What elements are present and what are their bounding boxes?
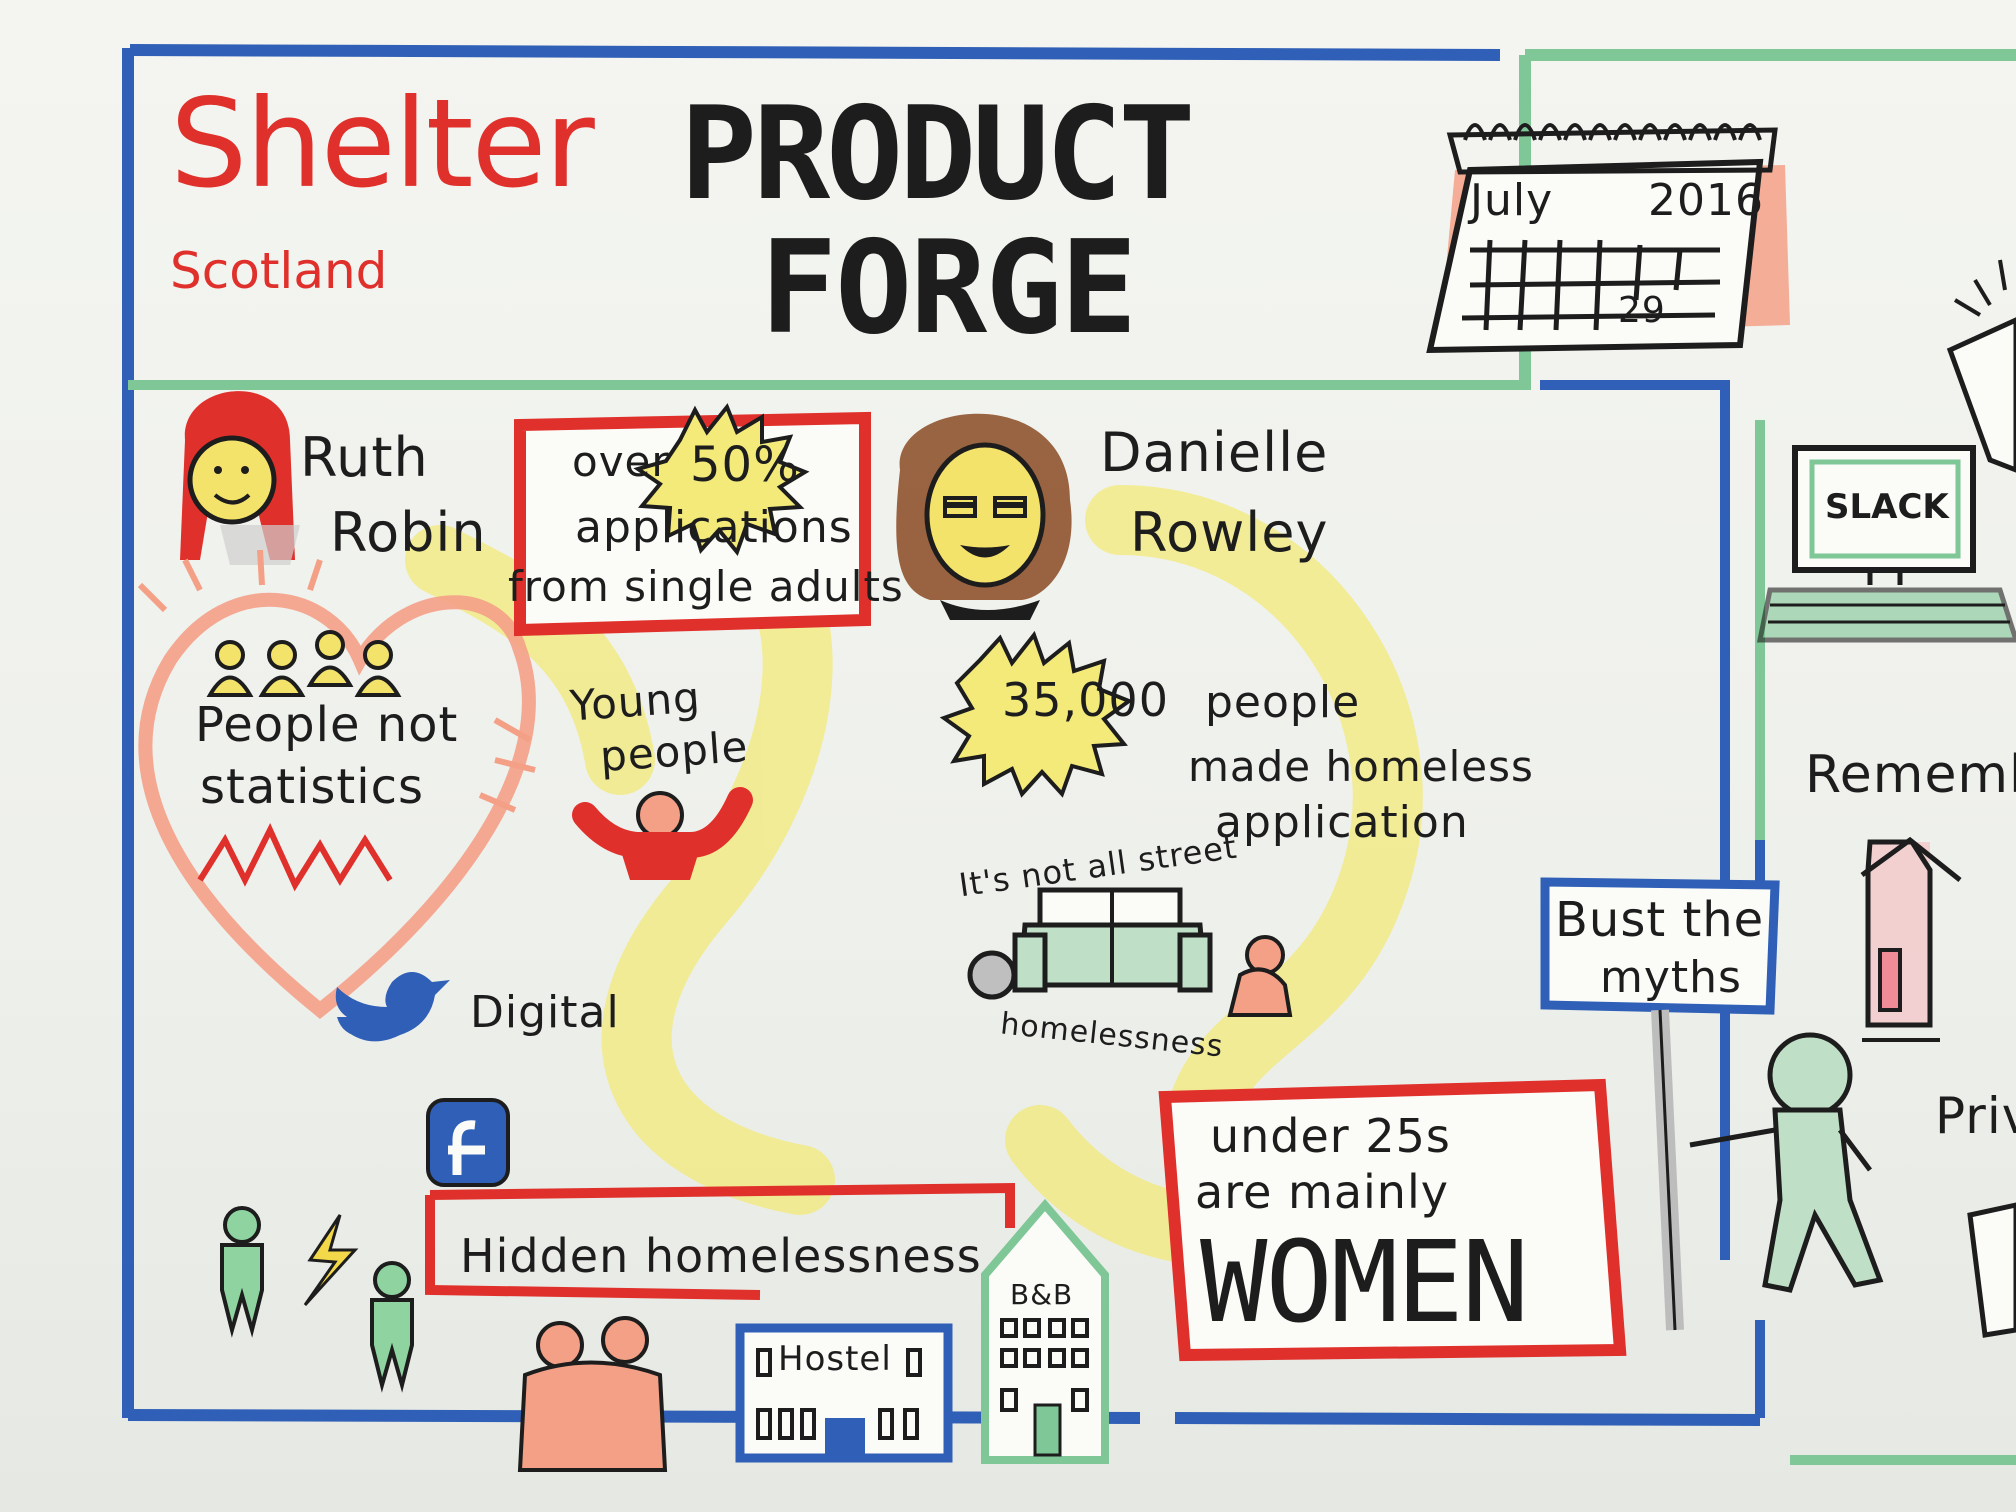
under-25s: under 25s [1210,1109,1451,1163]
brand-subtitle: Scotland [170,242,388,300]
brand-logo: Shelter [170,73,595,215]
speaker-ruth-first: Ruth [300,426,429,489]
bin-icon [967,950,1017,1000]
speaker-ruth-last: Robin [330,501,487,564]
lightning-icon [303,1214,359,1307]
stat-applications: applications [575,502,853,553]
calendar-day: 29 [1618,290,1666,331]
people-not-statistics-2: statistics [200,759,424,815]
bnb-label: B&B [1010,1278,1074,1311]
young-person-icon [572,787,753,880]
danielle-avatar [896,413,1072,620]
heart-shape [138,592,536,1019]
young-people-1: Young [568,672,703,731]
stick-person-icon [1689,1032,1884,1293]
priv-label: Priv [1935,1087,2016,1145]
phone-icon [1946,259,2016,473]
bust-the-myths-2: myths [1600,952,1742,1003]
computer-icon [1756,445,2016,643]
are-mainly: are mainly [1195,1165,1449,1219]
calendar-icon [1426,123,1790,354]
page-title: PRODUCT [680,80,1195,229]
hostel-building-icon [735,1323,953,1463]
hidden-homelessness: Hidden homelessness [460,1229,982,1283]
hostel-label: Hostel [778,1339,892,1379]
calendar-month: July [1470,175,1554,226]
starburst-50 [633,403,810,557]
couple-icon [517,1316,668,1472]
stat-people: people [1205,677,1361,728]
people-group-icon [206,630,402,697]
sitting-person-icon [1227,935,1293,1017]
people-not-statistics-1: People not [195,697,459,753]
stat-percent: 50% [690,437,800,493]
apartment-building-icon [1860,836,1962,1042]
slack-label: SLACK [1825,487,1949,527]
women-label: WOMEN [1200,1218,1529,1348]
speaker-danielle-first: Danielle [1100,421,1329,484]
facebook-icon [426,1098,510,1187]
digital-label: Digital [470,987,620,1038]
remember-label: Rememb [1805,745,2016,805]
speaker-danielle-last: Rowley [1130,501,1329,564]
calendar-year: 2016 [1648,175,1764,226]
stat-application: application [1215,797,1469,848]
sofa-icon [1012,887,1213,993]
stat-count: 35,000 [1002,673,1169,727]
bust-the-myths-1: Bust the [1555,892,1765,948]
ruth-avatar [180,391,300,565]
stat-over: over [572,437,670,486]
page-title-line2: FORGE [760,214,1137,363]
young-people-2: people [598,721,750,782]
bnb-house-icon [981,1198,1109,1464]
stat-from-single: from single adults [508,562,904,611]
starburst-35000 [939,630,1134,798]
twitter-icon [335,972,450,1042]
stat-made-homeless: made homeless [1188,742,1534,791]
